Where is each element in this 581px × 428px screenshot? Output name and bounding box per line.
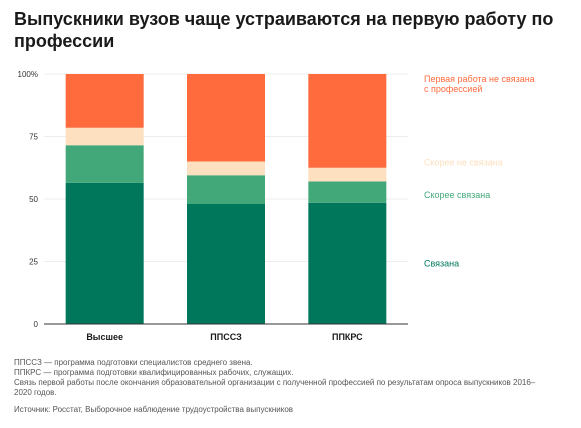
bar-segment — [65, 182, 144, 324]
bar-segment — [308, 202, 387, 324]
legend-label: Связана — [424, 258, 459, 268]
bar-segment — [65, 127, 144, 146]
chart-title: Выпускники вузов чаще устраиваются на пе… — [14, 9, 554, 51]
footnote-ppssz: ППССЗ — программа подготовки специалисто… — [14, 358, 253, 367]
footnote-ppkrs: ППКРС — программа подготовки квалифициро… — [14, 368, 294, 377]
legend-label: Скорее связана — [424, 190, 490, 200]
footnotes: ППССЗ — программа подготовки специалисто… — [14, 358, 544, 398]
y-tick-label: 25 — [29, 258, 38, 267]
bar-segment — [187, 74, 265, 162]
x-tick-label: ППКРС — [332, 332, 363, 342]
x-tick-label: Высшее — [86, 332, 123, 342]
y-tick-label: 50 — [29, 195, 38, 204]
y-tick-label: 100% — [18, 70, 38, 79]
legend-label: Скорее не связана — [424, 158, 503, 168]
x-tick-label: ППССЗ — [210, 332, 242, 342]
bar-segment — [187, 161, 265, 176]
bar-segment — [308, 74, 387, 168]
source-note: Источник: Росстат, Выборочное наблюдение… — [14, 405, 294, 414]
bar-segment — [187, 204, 265, 324]
y-tick-label: 0 — [34, 320, 39, 329]
footnote-method: Связь первой работы после окончания обра… — [14, 378, 536, 397]
bar-segment — [187, 175, 265, 204]
bar-segment — [65, 145, 144, 183]
bar-segment — [308, 181, 387, 203]
bar-segment — [308, 167, 387, 182]
y-tick-label: 75 — [29, 133, 38, 142]
legend-label: Первая работа не связана с профессией — [424, 74, 535, 94]
bar-segment — [65, 74, 144, 128]
